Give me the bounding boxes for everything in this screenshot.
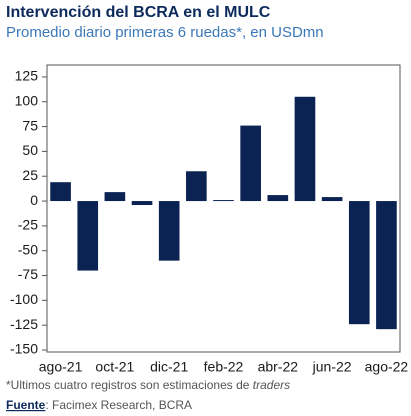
y-tick-label: 100 [15,92,39,108]
footnote-text: *Ultimos cuatro registros son estimacion… [6,378,253,392]
bar [294,96,316,202]
source-text: : Facimex Research, BCRA [45,398,192,412]
footnote-emphasis: traders [253,378,290,392]
y-tick-label: 75 [22,117,38,133]
bar [77,201,99,271]
bar [131,201,153,206]
y-tick-label: -125 [10,316,38,332]
x-tick-label: oct-21 [95,359,134,375]
y-tick-label: -75 [18,266,38,282]
x-tick-label: ago-22 [365,359,409,375]
bar [50,182,71,202]
bar [376,201,397,330]
x-tick-label: feb-22 [204,359,244,375]
y-tick-label: 25 [22,167,38,183]
source-label: Fuente [6,398,46,412]
y-tick-label: -100 [10,291,38,307]
y-tick-label: -150 [10,341,38,357]
bar [348,201,370,325]
bar [104,192,126,202]
y-tick-label: 50 [22,142,38,158]
bar [267,195,289,202]
bar [213,200,234,202]
chart-subtitle: Promedio diario primeras 6 ruedas*, en U… [6,24,324,41]
y-tick-label: -25 [18,217,38,233]
plot-frame [46,64,401,353]
chart-title: Intervención del BCRA en el MULC [6,4,271,21]
source: Fuente: Facimex Research, BCRA [6,398,192,412]
bar [321,197,343,202]
bar [186,171,207,202]
x-tick-label: jun-22 [312,359,352,375]
y-tick-label: 125 [15,68,39,84]
bar [240,125,261,202]
bar [158,201,180,261]
y-tick-label: 0 [30,192,38,208]
x-tick-label: dic-21 [150,359,188,375]
footnote: *Ultimos cuatro registros son estimacion… [6,378,290,392]
x-tick-label: abr-22 [258,359,299,375]
x-tick-label: ago-21 [39,359,83,375]
y-tick-label: -50 [18,241,38,257]
